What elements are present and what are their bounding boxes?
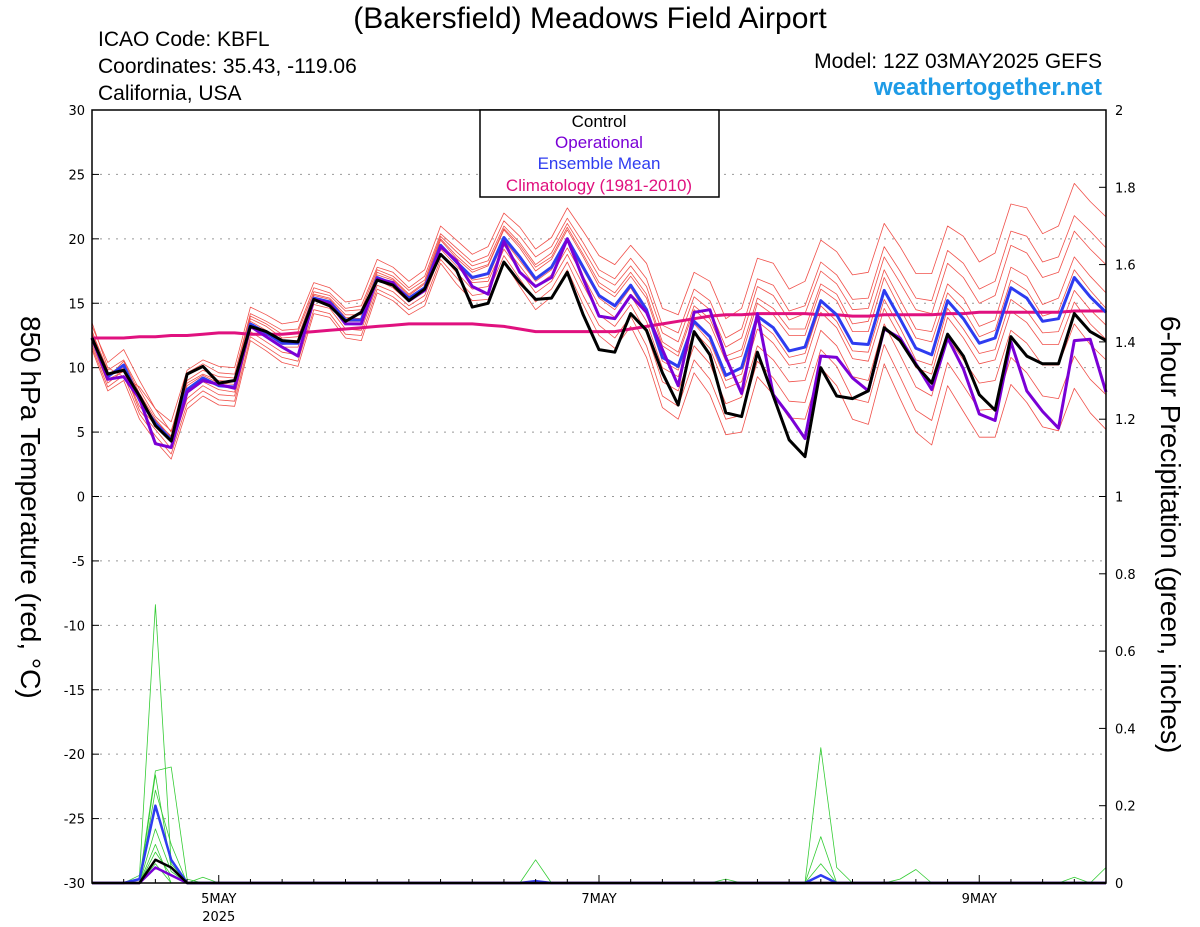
x-tick-label: 9MAY: [962, 892, 997, 907]
y-axis-left-label: 850 hPa Temperature (red, °C): [15, 316, 46, 699]
y-tick-label: 10: [68, 362, 85, 377]
y-tick-label: -15: [64, 684, 85, 699]
temp-member-line: [91, 261, 1107, 460]
chart-title: (Bakersfield) Meadows Field Airport: [353, 2, 827, 35]
main-series: [90, 236, 1108, 885]
x-tick-year: 2025: [202, 910, 235, 925]
y-right-tick-label: 0.8: [1115, 568, 1136, 583]
legend-operational: Operational: [555, 133, 643, 152]
temp-member-line: [91, 229, 1107, 437]
y-tick-label: -20: [64, 748, 85, 763]
x-tick-label: 5MAY: [201, 892, 236, 907]
x-axis: 5MAY20257MAY9MAY11MAY13MAY15MAY17MAY19MA…: [91, 875, 1107, 925]
precip-member-line: [92, 789, 1107, 884]
y-axis-right-label: 6-hour Precipitation (green, inches): [1155, 316, 1186, 754]
series-control: [90, 252, 1107, 459]
y-right-tick-label: 1.2: [1115, 413, 1136, 428]
y-tick-label: 30: [68, 104, 85, 119]
y-right-tick-label: 0.4: [1115, 722, 1136, 737]
series-operational: [90, 237, 1108, 449]
coordinates: Coordinates: 35.43, -119.06: [98, 55, 357, 78]
temp-member-line: [91, 222, 1107, 432]
legend: Control Operational Ensemble Mean Climat…: [479, 109, 720, 198]
legend-climatology: Climatology (1981-2010): [506, 176, 692, 195]
series-ensemble-mean-precipitation: [92, 804, 1106, 885]
icao-code: ICAO Code: KBFL: [98, 28, 270, 51]
y-tick-label: 20: [68, 233, 85, 248]
y-right-tick-label: 2: [1115, 104, 1123, 119]
y-tick-label: 0: [77, 491, 85, 506]
y-tick-label: -25: [64, 813, 85, 828]
legend-ensemble-mean: Ensemble Mean: [538, 154, 661, 173]
y-tick-label: 5: [77, 426, 85, 441]
y-tick-label: -5: [72, 555, 85, 570]
legend-box: [479, 109, 720, 198]
y-tick-label: 25: [68, 168, 85, 183]
precipitation-members: [92, 604, 1107, 884]
precip-member-line: [92, 766, 1106, 884]
y-tick-label: -30: [64, 877, 85, 892]
location: California, USA: [98, 82, 242, 105]
y-right-tick-label: 1: [1115, 491, 1123, 506]
grid: [92, 173, 1106, 820]
model-run: Model: 12Z 03MAY2025 GEFS: [814, 50, 1102, 73]
legend-control: Control: [572, 112, 627, 131]
y-right-tick-label: 0.2: [1115, 800, 1136, 815]
y-right-tick-label: 0.6: [1115, 645, 1136, 660]
y-right-tick-label: 1.4: [1115, 336, 1136, 351]
temp-member-line: [91, 215, 1107, 433]
website-link[interactable]: weathertogether.net: [873, 74, 1102, 101]
y-axis-left: 30 25 20 15 10 5 0 -5 -10 -15 -20 -25 -30: [64, 104, 99, 892]
precip-member-line: [92, 747, 1106, 884]
temperature-members: [91, 182, 1107, 460]
precip-member-line: [92, 828, 1106, 884]
temp-member-line: [91, 182, 1107, 423]
x-tick-label: 7MAY: [581, 892, 616, 907]
y-axis-right: 2 1.8 1.6 1.4 1.2 1 0.8 0.6 0.4 0.2 0: [1099, 104, 1136, 892]
y-tick-label: -10: [64, 619, 85, 634]
temp-member-line: [91, 255, 1107, 455]
y-tick-label: 15: [68, 297, 85, 312]
y-right-tick-label: 1.6: [1115, 259, 1136, 274]
y-right-tick-label: 0: [1115, 877, 1123, 892]
precip-member-line: [92, 604, 1106, 884]
y-right-tick-label: 1.8: [1115, 181, 1136, 196]
